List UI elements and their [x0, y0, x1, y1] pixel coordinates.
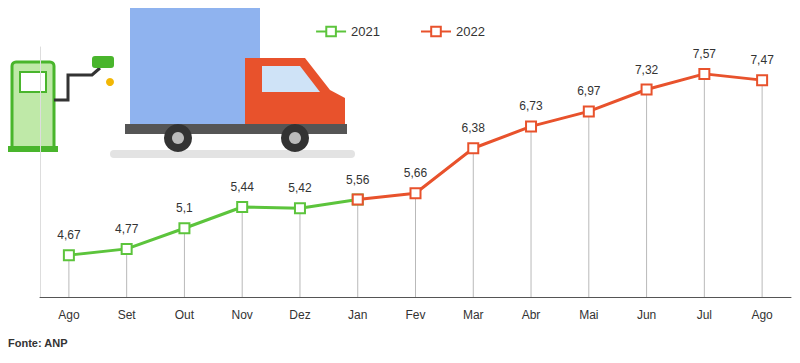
- svg-text:4,77: 4,77: [115, 222, 139, 236]
- svg-text:Abr: Abr: [522, 308, 541, 322]
- svg-text:7,57: 7,57: [693, 47, 717, 61]
- svg-text:Fev: Fev: [405, 308, 425, 322]
- svg-text:4,67: 4,67: [57, 228, 81, 242]
- svg-text:5,66: 5,66: [404, 166, 428, 180]
- svg-text:Nov: Nov: [232, 308, 253, 322]
- svg-text:6,97: 6,97: [577, 84, 601, 98]
- svg-text:Dez: Dez: [289, 308, 310, 322]
- svg-text:2021: 2021: [351, 24, 380, 39]
- svg-text:Set: Set: [118, 308, 137, 322]
- svg-text:2022: 2022: [456, 24, 485, 39]
- svg-text:5,42: 5,42: [288, 181, 312, 195]
- svg-text:Fonte: ANP: Fonte: ANP: [8, 337, 67, 349]
- svg-text:5,44: 5,44: [231, 180, 255, 194]
- svg-text:Mar: Mar: [463, 308, 484, 322]
- svg-text:5,1: 5,1: [176, 201, 193, 215]
- svg-text:Mai: Mai: [579, 308, 598, 322]
- svg-text:5,56: 5,56: [346, 173, 370, 187]
- svg-text:Jul: Jul: [697, 308, 712, 322]
- svg-text:7,47: 7,47: [750, 53, 774, 67]
- svg-text:Out: Out: [175, 308, 195, 322]
- svg-text:6,73: 6,73: [519, 99, 543, 113]
- svg-text:Ago: Ago: [751, 308, 773, 322]
- svg-text:Jan: Jan: [348, 308, 367, 322]
- svg-text:Ago: Ago: [58, 308, 80, 322]
- svg-text:Jun: Jun: [637, 308, 656, 322]
- svg-text:7,32: 7,32: [635, 63, 659, 77]
- svg-text:6,38: 6,38: [462, 121, 486, 135]
